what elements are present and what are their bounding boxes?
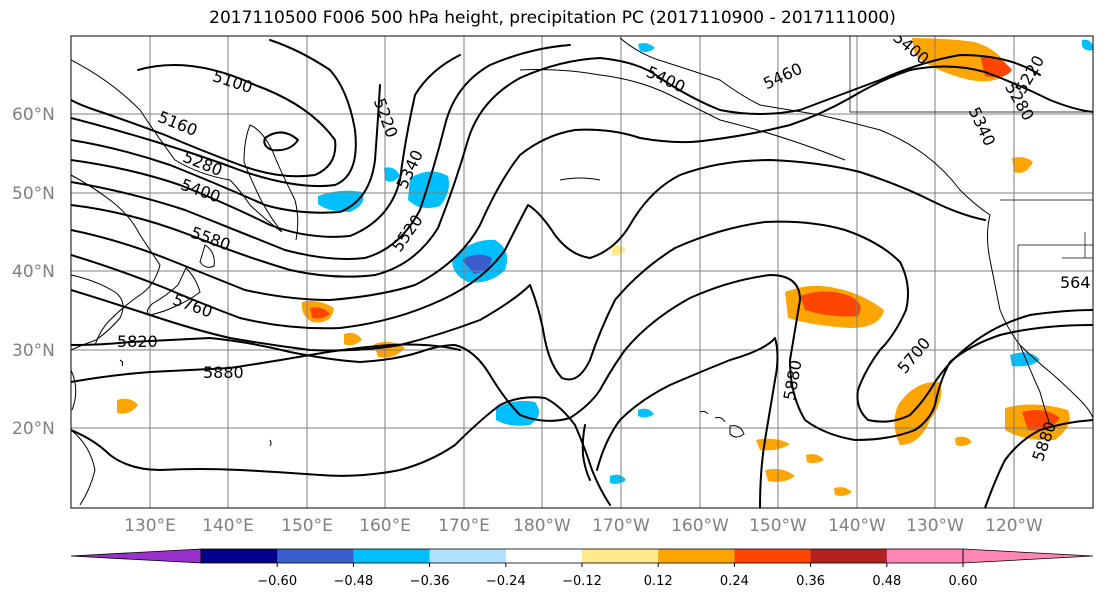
colorbar-segment [658, 549, 735, 563]
colorbar-segment [429, 549, 507, 563]
lon-label: 180°W [513, 516, 571, 536]
map-title: 2017110500 F006 500 hPa height, precipit… [209, 8, 896, 28]
lon-label: 150°W [749, 516, 807, 536]
map-area [71, 36, 1093, 508]
colorbar-segment [734, 549, 812, 563]
colorbar-extend-low [70, 548, 202, 564]
colorbar-tick-label: −0.60 [257, 574, 297, 589]
lat-label: 50°N [12, 184, 55, 204]
contour-label: 564 [1060, 273, 1091, 292]
precip-positive-patch [806, 454, 824, 464]
colorbar: −0.60 −0.48 −0.36 −0.24 −0.12 0.12 0.24 … [70, 548, 1094, 589]
colorbar-segment [582, 549, 659, 563]
colorbar-extend-high [962, 548, 1094, 564]
lon-label: 140°E [202, 516, 254, 536]
colorbar-segment [810, 549, 888, 563]
colorbar-segment [201, 549, 278, 563]
lon-label: 130°E [124, 516, 176, 536]
precip-negative-patch [408, 171, 449, 208]
precip-negative-patch [318, 190, 364, 212]
colorbar-tick-label: −0.36 [410, 574, 450, 589]
map-frame [70, 35, 1094, 509]
height-contours [71, 39, 1093, 508]
contour-label: 5880 [203, 363, 244, 382]
lat-label: 20°N [12, 419, 55, 439]
precip-negative-patch [1082, 39, 1093, 51]
lon-label: 170°E [438, 516, 490, 536]
lat-label: 40°N [12, 262, 55, 282]
colorbar-tick-label: −0.12 [562, 574, 602, 589]
lon-label: 120°W [985, 516, 1043, 536]
precip-positive-patch [955, 436, 972, 446]
colorbar-tick-label: −0.24 [486, 574, 526, 589]
precip-negative-patch [384, 167, 400, 182]
colorbar-tick-label: 0.24 [720, 574, 749, 589]
political-borders [849, 36, 1093, 350]
precip-positive-patch [344, 332, 362, 346]
contour-label: 5820 [117, 332, 158, 351]
precip-shading [117, 38, 1093, 496]
colorbar-segment [886, 549, 964, 563]
contour-low-center [263, 131, 299, 152]
precip-negative-patch [638, 43, 655, 52]
colorbar-tick-label: 0.36 [796, 574, 825, 589]
precip-strong-patch [800, 291, 861, 317]
precip-strong-negative-patch [462, 254, 492, 274]
precip-positive-patch [117, 398, 138, 414]
precip-positive-patch [834, 487, 852, 496]
precip-positive-patch [765, 468, 795, 482]
colorbar-segment [505, 549, 583, 563]
precip-weak-patch [612, 245, 626, 256]
precip-negative-patch [610, 474, 626, 484]
lon-label: 130°W [906, 516, 964, 536]
lat-label: 60°N [12, 105, 55, 125]
precip-strong-patch [980, 55, 1012, 78]
lon-label: 160°E [359, 516, 411, 536]
lon-label: 170°W [592, 516, 650, 536]
graticule [71, 36, 1093, 508]
lon-label: 140°W [828, 516, 886, 536]
coastlines [71, 37, 1093, 506]
colorbar-tick-label: 0.48 [872, 574, 901, 589]
precip-strong-patch [310, 307, 330, 319]
lon-label: 150°E [281, 516, 333, 536]
precip-negative-patch [638, 408, 654, 418]
precip-positive-patch [1012, 157, 1033, 173]
colorbar-tick-label: 0.60 [949, 574, 978, 589]
colorbar-tick-label: −0.48 [333, 574, 373, 589]
colorbar-segment [277, 549, 354, 563]
longitude-labels: 130°E 140°E 150°E 160°E 170°E 180°W 170°… [124, 516, 1043, 536]
latitude-labels: 60°N 50°N 40°N 30°N 20°N [12, 105, 55, 439]
precip-negative-patch [1010, 352, 1040, 367]
lon-label: 160°W [671, 516, 729, 536]
lat-label: 30°N [12, 341, 55, 361]
precip-strong-patch [1022, 410, 1060, 431]
colorbar-tick-label: 0.12 [644, 574, 673, 589]
colorbar-segment [353, 549, 431, 563]
precip-positive-patch [894, 381, 942, 445]
